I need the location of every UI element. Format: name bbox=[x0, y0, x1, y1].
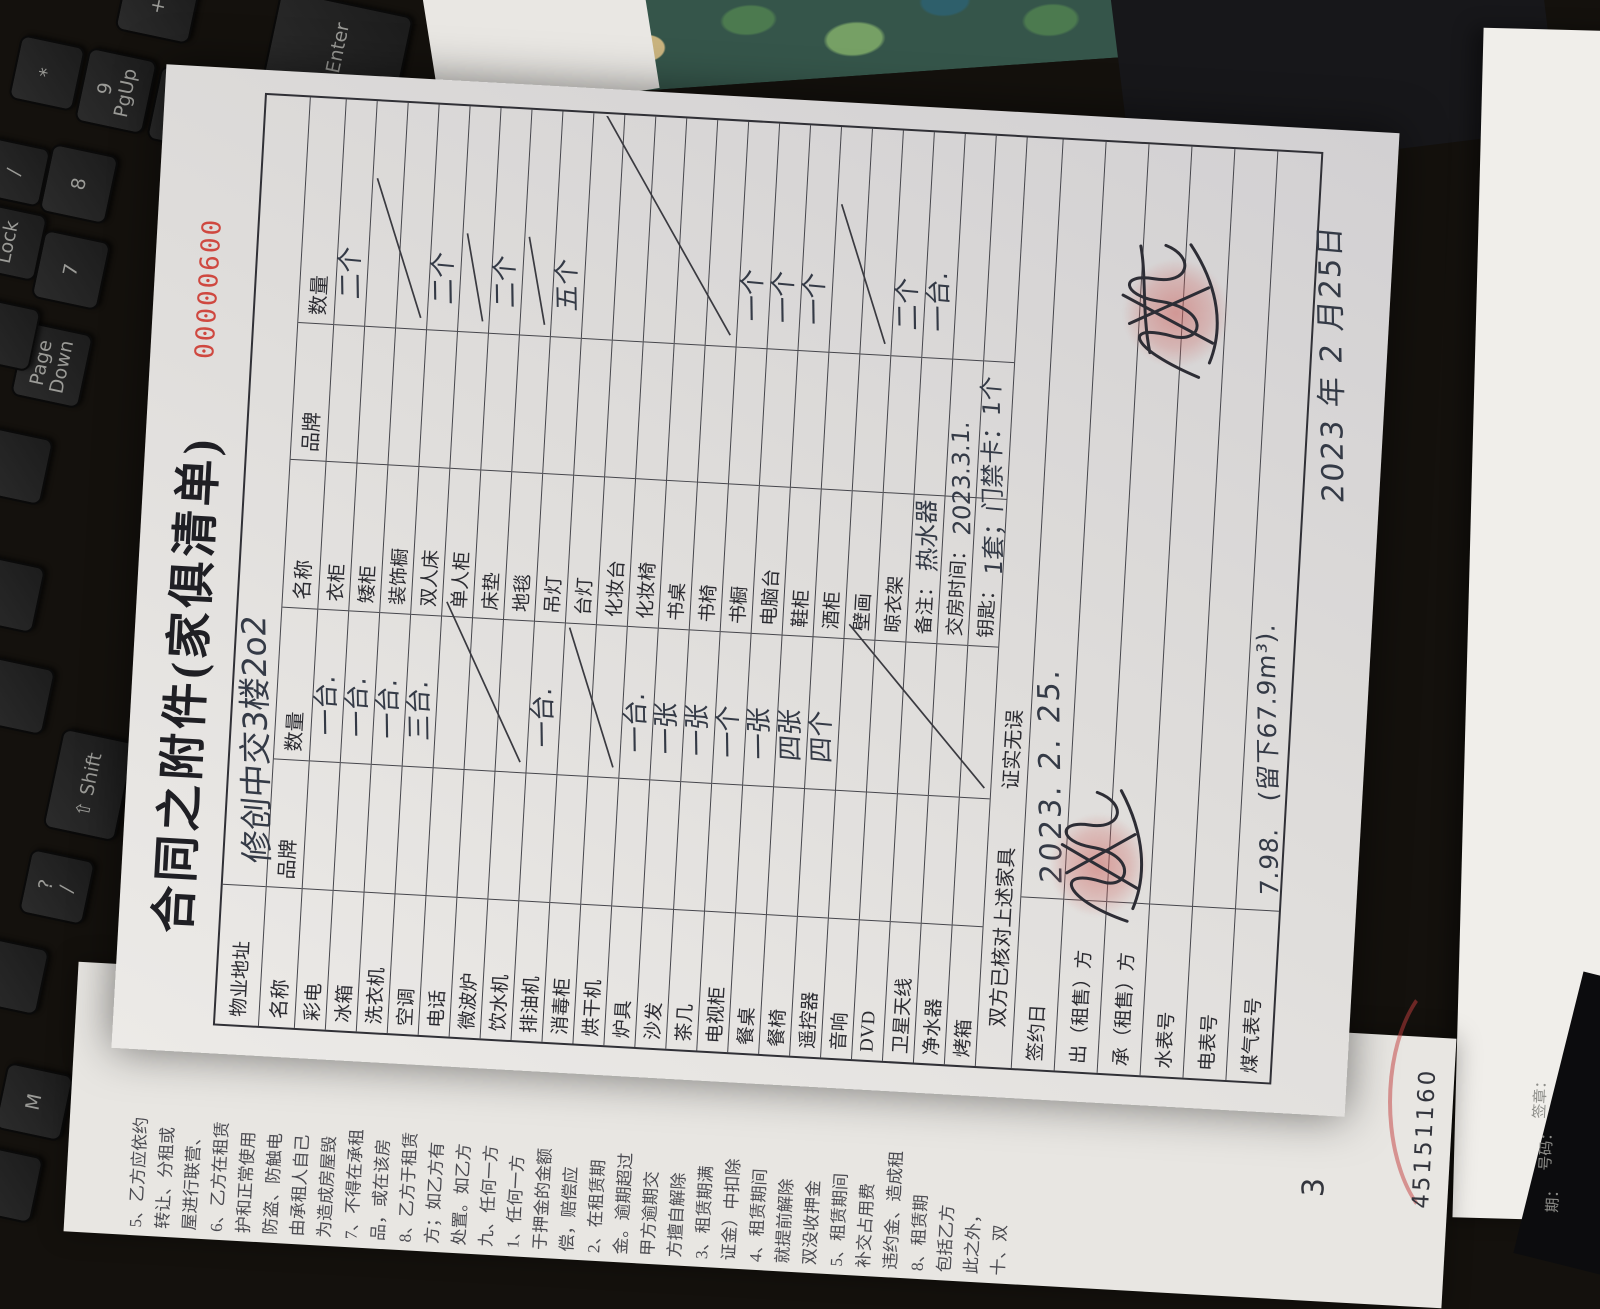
corner-scrawl: 3 bbox=[1296, 1176, 1332, 1198]
handwritten-qty: 四张 bbox=[775, 707, 807, 763]
paper-fragment: 签章： bbox=[1531, 1073, 1551, 1120]
keyboard-key-blank bbox=[0, 553, 47, 635]
bottom-label: 煤气表号 bbox=[1226, 908, 1279, 1083]
handwritten-qty: 三台. bbox=[404, 678, 436, 742]
handwritten-qty: 一台. bbox=[621, 690, 652, 754]
keyboard-key: 8 bbox=[38, 142, 120, 226]
handwritten-qty: 一个 bbox=[769, 269, 800, 325]
handwritten-value: 热水器 bbox=[912, 498, 942, 573]
handwritten-qty: 二个 bbox=[428, 250, 460, 306]
handwritten-qty: 一个 bbox=[738, 268, 769, 323]
signature-scrawl-lessor bbox=[1060, 789, 1144, 923]
handwritten-qty: 一个 bbox=[799, 271, 831, 327]
handwritten-qty: 一台. bbox=[373, 677, 405, 741]
keyboard-key: 7 bbox=[30, 228, 112, 312]
paper-fragment: 号码： bbox=[1537, 1125, 1557, 1172]
handwritten-qty: 一台. bbox=[311, 673, 343, 737]
paper-fragment: 期： bbox=[1544, 1182, 1563, 1214]
keyboard-key-blank bbox=[0, 1143, 45, 1225]
handwritten-qty: 二个 bbox=[490, 254, 522, 309]
address-label: 物业地址 bbox=[214, 883, 266, 1026]
handwritten-value: 1套；门禁卡：1个 bbox=[977, 375, 1009, 577]
keyboard-key: ? / bbox=[17, 847, 97, 927]
mousepad bbox=[572, 0, 1158, 96]
handwritten-value: 2023.3.1. bbox=[946, 419, 977, 537]
keyboard-key: * bbox=[7, 33, 87, 113]
handwritten-address: 修创中交3楼2o2 bbox=[234, 613, 277, 866]
red-stamp-arc bbox=[1388, 972, 1528, 1232]
verify-left: 双方已核对上述家具 bbox=[987, 846, 1020, 1028]
verify-right: 证实无误 bbox=[1000, 709, 1027, 791]
signature-scrawl-lessee bbox=[1121, 243, 1219, 379]
handwritten-qty: 五个 bbox=[552, 257, 584, 313]
keyboard-key: ⇧ Shift bbox=[42, 727, 136, 843]
page-title: 合同之附件(家俱清单) bbox=[148, 434, 228, 935]
handwritten-qty: 一台. bbox=[528, 685, 560, 749]
handwritten-qty: 一个 bbox=[713, 704, 745, 760]
keyboard-key-blank bbox=[0, 425, 55, 507]
handwritten-date: 2023 年 2 月25日 bbox=[1312, 223, 1352, 505]
handwritten-qty: 二个 bbox=[335, 245, 367, 301]
handwritten-qty: 四个 bbox=[806, 709, 838, 765]
handwritten-value: 7.98. (留下67.9m³). bbox=[1251, 621, 1285, 898]
keyboard-key-blank bbox=[0, 655, 57, 737]
contract-attachment-sheet: 00000600 合同之附件(家俱清单) 物业地址 修创中交3楼2o2 名称 品牌 数量… bbox=[111, 64, 1400, 1117]
handwritten-qty: 一张 bbox=[651, 700, 683, 756]
handwritten-qty: 二个 bbox=[892, 276, 924, 332]
handwritten-qty: 一张 bbox=[682, 702, 714, 758]
keyboard-key: M bbox=[0, 1061, 75, 1143]
handwritten-qty: 一台. bbox=[342, 675, 374, 739]
keyboard-key: + bbox=[114, 0, 202, 46]
keyboard-key: 9 PgUp bbox=[73, 46, 159, 136]
keyboard-key-blank bbox=[0, 935, 51, 1017]
handwritten-qty: 一台. bbox=[923, 270, 955, 334]
serial-number: 00000600 bbox=[190, 217, 228, 360]
handwritten-qty: 一张 bbox=[744, 706, 776, 761]
